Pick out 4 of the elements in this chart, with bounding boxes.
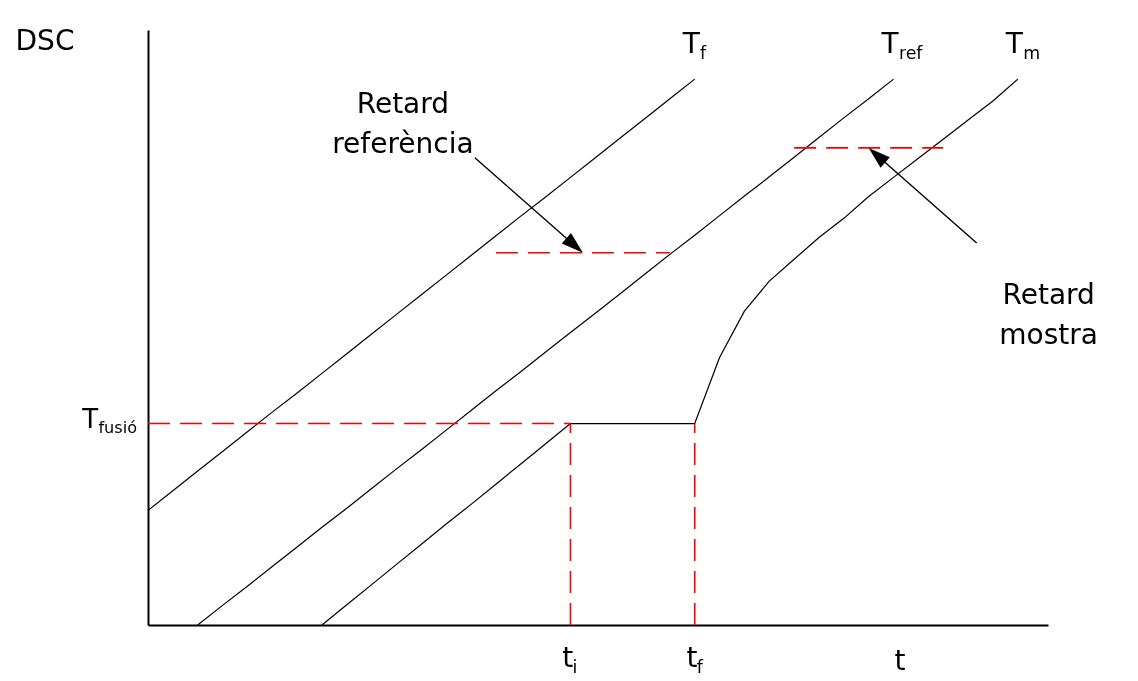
annotation: Retard referència <box>332 86 474 160</box>
x-axis-title: t <box>894 644 906 677</box>
y-axis-title: DSC <box>15 24 75 57</box>
annotation: Retard mostra <box>999 277 1098 351</box>
